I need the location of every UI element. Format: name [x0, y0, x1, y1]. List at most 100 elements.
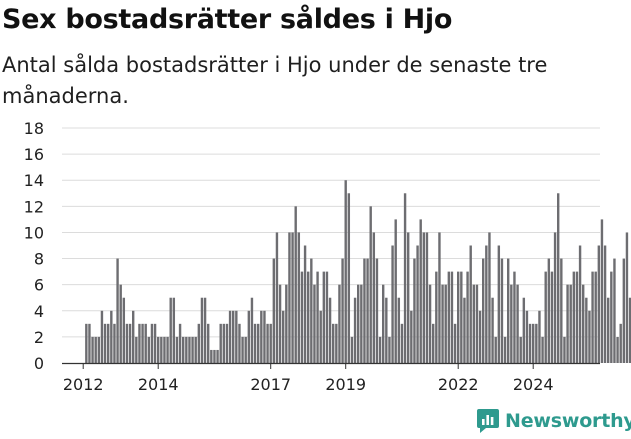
bar [153, 323, 157, 363]
bar [313, 284, 316, 363]
bar [97, 336, 101, 363]
bar [260, 310, 263, 363]
bar [478, 310, 482, 363]
bar [291, 232, 294, 363]
bar [197, 323, 201, 363]
bar [444, 284, 447, 363]
bar [247, 310, 251, 363]
bar [160, 336, 163, 363]
bar [94, 336, 97, 363]
bar [100, 310, 104, 363]
bar [569, 284, 572, 363]
bar [538, 310, 541, 363]
bar [272, 258, 276, 363]
newsworthy-chart-icon [477, 409, 499, 433]
bar [507, 258, 510, 363]
bar [625, 232, 629, 363]
bar [607, 297, 610, 363]
bar [316, 271, 319, 363]
bar [594, 271, 597, 363]
bar [516, 284, 519, 363]
bar [503, 336, 507, 363]
bar [557, 193, 560, 363]
bar [413, 258, 416, 363]
bar [600, 219, 604, 363]
bar [519, 336, 522, 363]
bar [216, 349, 219, 363]
bar [510, 284, 513, 363]
bar [322, 271, 326, 363]
bar [147, 336, 151, 363]
bar [119, 284, 122, 363]
bar [269, 323, 272, 363]
bar [303, 245, 307, 363]
bar [125, 323, 129, 363]
bar [603, 245, 607, 363]
bar [363, 258, 366, 363]
bar [466, 271, 469, 363]
bar [141, 323, 144, 363]
bar [388, 336, 391, 363]
bar [128, 323, 132, 363]
chart-title: Sex bostadsrätter såldes i Hjo [2, 4, 453, 35]
bar [235, 310, 238, 363]
bar [497, 245, 501, 363]
bar [585, 297, 588, 363]
bar [163, 336, 166, 363]
y-tick-label: 14 [24, 171, 44, 190]
bar [450, 271, 454, 363]
bar [144, 323, 147, 363]
bar [391, 245, 394, 363]
bar [403, 193, 407, 363]
bar [619, 323, 622, 363]
bar [582, 284, 585, 363]
y-tick-label: 2 [34, 328, 44, 347]
bar [500, 258, 504, 363]
bar [597, 245, 601, 363]
bar [185, 336, 188, 363]
bar [191, 336, 194, 363]
bar [578, 245, 582, 363]
bar [616, 336, 619, 363]
bar [200, 297, 204, 363]
bar [210, 349, 213, 363]
bars [85, 180, 631, 363]
y-tick-label: 4 [34, 302, 44, 321]
bar [400, 323, 404, 363]
bar [294, 206, 297, 363]
bar [435, 271, 438, 363]
bar [203, 297, 207, 363]
bar [463, 297, 466, 363]
y-tick-label: 6 [34, 276, 44, 295]
bar [378, 336, 382, 363]
bar [541, 336, 544, 363]
bar [232, 310, 235, 363]
bar [566, 284, 569, 363]
bar [588, 310, 591, 363]
bar [219, 323, 222, 363]
bar [307, 271, 310, 363]
bar [113, 323, 116, 363]
bar [447, 271, 451, 363]
bar [407, 232, 410, 363]
bar [178, 323, 182, 363]
bar [460, 271, 463, 363]
bar [103, 323, 107, 363]
chart-subtitle: Antal sålda bostadsrätter i Hjo under de… [2, 53, 548, 108]
bar [563, 336, 566, 363]
bar [528, 323, 532, 363]
bar [135, 336, 138, 363]
bar [591, 271, 594, 363]
bar [382, 284, 385, 363]
x-tick-label: 2019 [325, 375, 366, 394]
bar [372, 232, 376, 363]
bar [172, 297, 176, 363]
bar [485, 245, 488, 363]
bar [560, 258, 563, 363]
bar [532, 323, 535, 363]
y-tick-label: 10 [24, 223, 44, 242]
bar [622, 258, 626, 363]
bar [360, 284, 363, 363]
bar [350, 336, 354, 363]
bar [310, 258, 313, 363]
